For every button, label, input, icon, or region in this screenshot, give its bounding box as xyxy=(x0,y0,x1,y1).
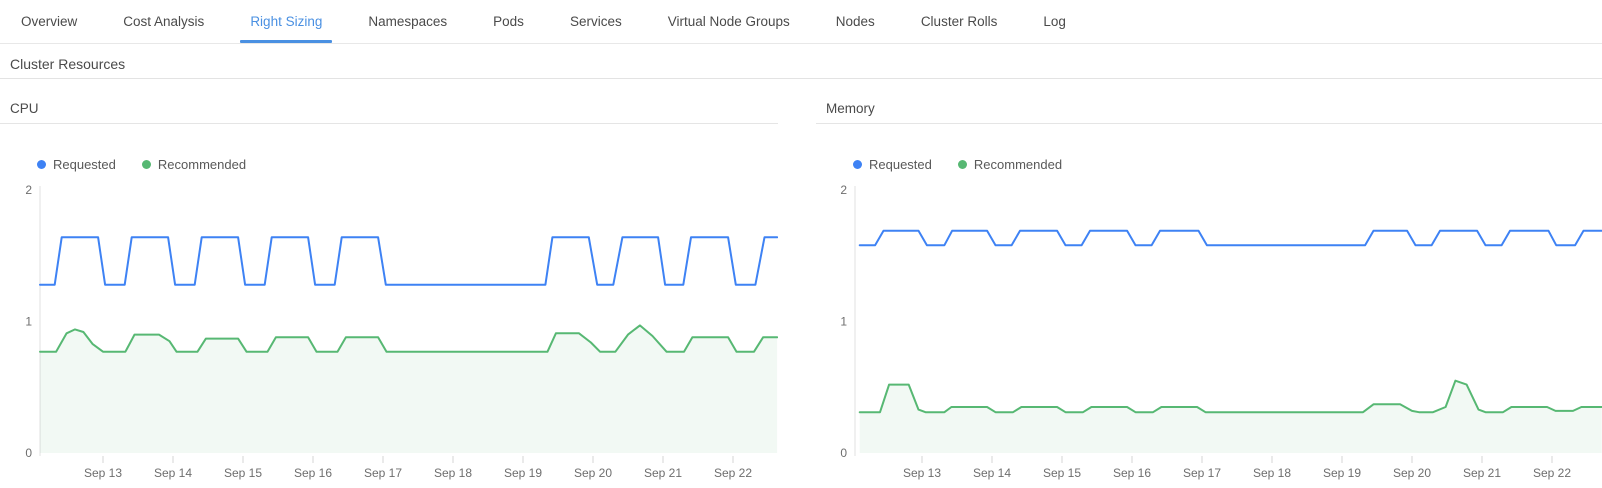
recommended-area xyxy=(40,325,778,453)
memory-chart-legend: Requested Recommended xyxy=(853,157,1602,172)
x-axis-label: Sep 17 xyxy=(364,466,402,480)
tab-cost-analysis[interactable]: Cost Analysis xyxy=(123,14,205,29)
x-axis-label: Sep 13 xyxy=(84,466,122,480)
legend-label: Requested xyxy=(869,157,932,172)
legend-item-recommended[interactable]: Recommended xyxy=(957,157,1063,172)
y-axis-label: 1 xyxy=(25,315,32,329)
recommended-line xyxy=(39,324,778,353)
legend-item-requested[interactable]: Requested xyxy=(853,157,932,172)
requested-line xyxy=(858,229,1602,247)
legend-label: Requested xyxy=(53,157,116,172)
y-axis-label: 2 xyxy=(25,183,32,197)
tab-services[interactable]: Services xyxy=(569,14,622,29)
y-axis-label: 1 xyxy=(840,315,847,329)
cpu-chart: 0 1 2 Sep 13 Sep 14 Sep 15 Sep 16 Sep 17 Sep 18 S… xyxy=(25,183,778,480)
x-axis-label: Sep 22 xyxy=(1533,466,1571,480)
cpu-panel: CPU Requested Recommended 0 1 2 Sep 13 Sep 14… xyxy=(0,101,778,481)
x-axis-label: Sep 18 xyxy=(434,466,472,480)
x-axis-label: Sep 14 xyxy=(973,466,1011,480)
tab-virtual-node-groups[interactable]: Virtual Node Groups xyxy=(667,14,790,29)
x-axis-label: Sep 20 xyxy=(574,466,612,480)
tab-cluster-rolls[interactable]: Cluster Rolls xyxy=(920,14,998,29)
x-axis-label: Sep 21 xyxy=(644,466,682,480)
legend-dot-icon xyxy=(957,160,967,169)
x-axis-label: Sep 20 xyxy=(1393,466,1431,480)
recommended-area xyxy=(859,380,1602,453)
legend-label: Recommended xyxy=(157,157,247,172)
legend-dot-icon xyxy=(141,160,151,169)
recommended-line xyxy=(858,379,1602,414)
x-axis-label: Sep 14 xyxy=(154,466,192,480)
x-axis-label: Sep 19 xyxy=(504,466,542,480)
tab-pods[interactable]: Pods xyxy=(493,14,524,29)
tab-nodes[interactable]: Nodes xyxy=(835,14,875,29)
x-axis-label: Sep 18 xyxy=(1253,466,1291,480)
x-axis-label: Sep 15 xyxy=(1043,466,1081,480)
legend-dot-icon xyxy=(37,160,46,169)
x-axis-label: Sep 17 xyxy=(1183,466,1221,480)
memory-chart: 0 1 2 Sep 13 Sep 14 Sep 15 Sep 16 Sep 17 Sep 18 S… xyxy=(840,183,1602,480)
tab-log[interactable]: Log xyxy=(1043,14,1066,29)
legend-label: Recommended xyxy=(973,157,1063,172)
x-axis-label: Sep 15 xyxy=(224,466,262,480)
x-axis-label: Sep 13 xyxy=(903,466,941,480)
cpu-panel-title: CPU xyxy=(0,101,778,124)
tab-namespaces[interactable]: Namespaces xyxy=(368,14,448,29)
x-axis-label: Sep 16 xyxy=(1113,466,1151,480)
tab-bar: Overview Cost Analysis Right Sizing Namespa… xyxy=(0,0,1602,44)
memory-panel: Memory Requested Recommended 0 1 2 Sep 13 Sep… xyxy=(816,101,1602,481)
x-axis-label: Sep 22 xyxy=(714,466,752,480)
x-axis-label: Sep 16 xyxy=(294,466,332,480)
tab-overview[interactable]: Overview xyxy=(21,14,78,29)
legend-dot-icon xyxy=(853,160,862,169)
requested-line xyxy=(39,236,778,286)
section-title: Cluster Resources xyxy=(0,44,1602,79)
x-axis-label: Sep 21 xyxy=(1463,466,1501,480)
y-axis-label: 0 xyxy=(840,446,847,460)
memory-panel-title: Memory xyxy=(816,101,1602,124)
y-axis-label: 2 xyxy=(840,183,847,197)
x-axis-label: Sep 19 xyxy=(1323,466,1361,480)
legend-item-recommended[interactable]: Recommended xyxy=(141,157,247,172)
legend-item-requested[interactable]: Requested xyxy=(37,157,116,172)
tab-right-sizing[interactable]: Right Sizing xyxy=(237,0,335,43)
cpu-chart-legend: Requested Recommended xyxy=(37,157,778,172)
charts-row: CPU Requested Recommended 0 1 2 Sep 13 Sep 14… xyxy=(0,101,1602,481)
y-axis-label: 0 xyxy=(25,446,32,460)
